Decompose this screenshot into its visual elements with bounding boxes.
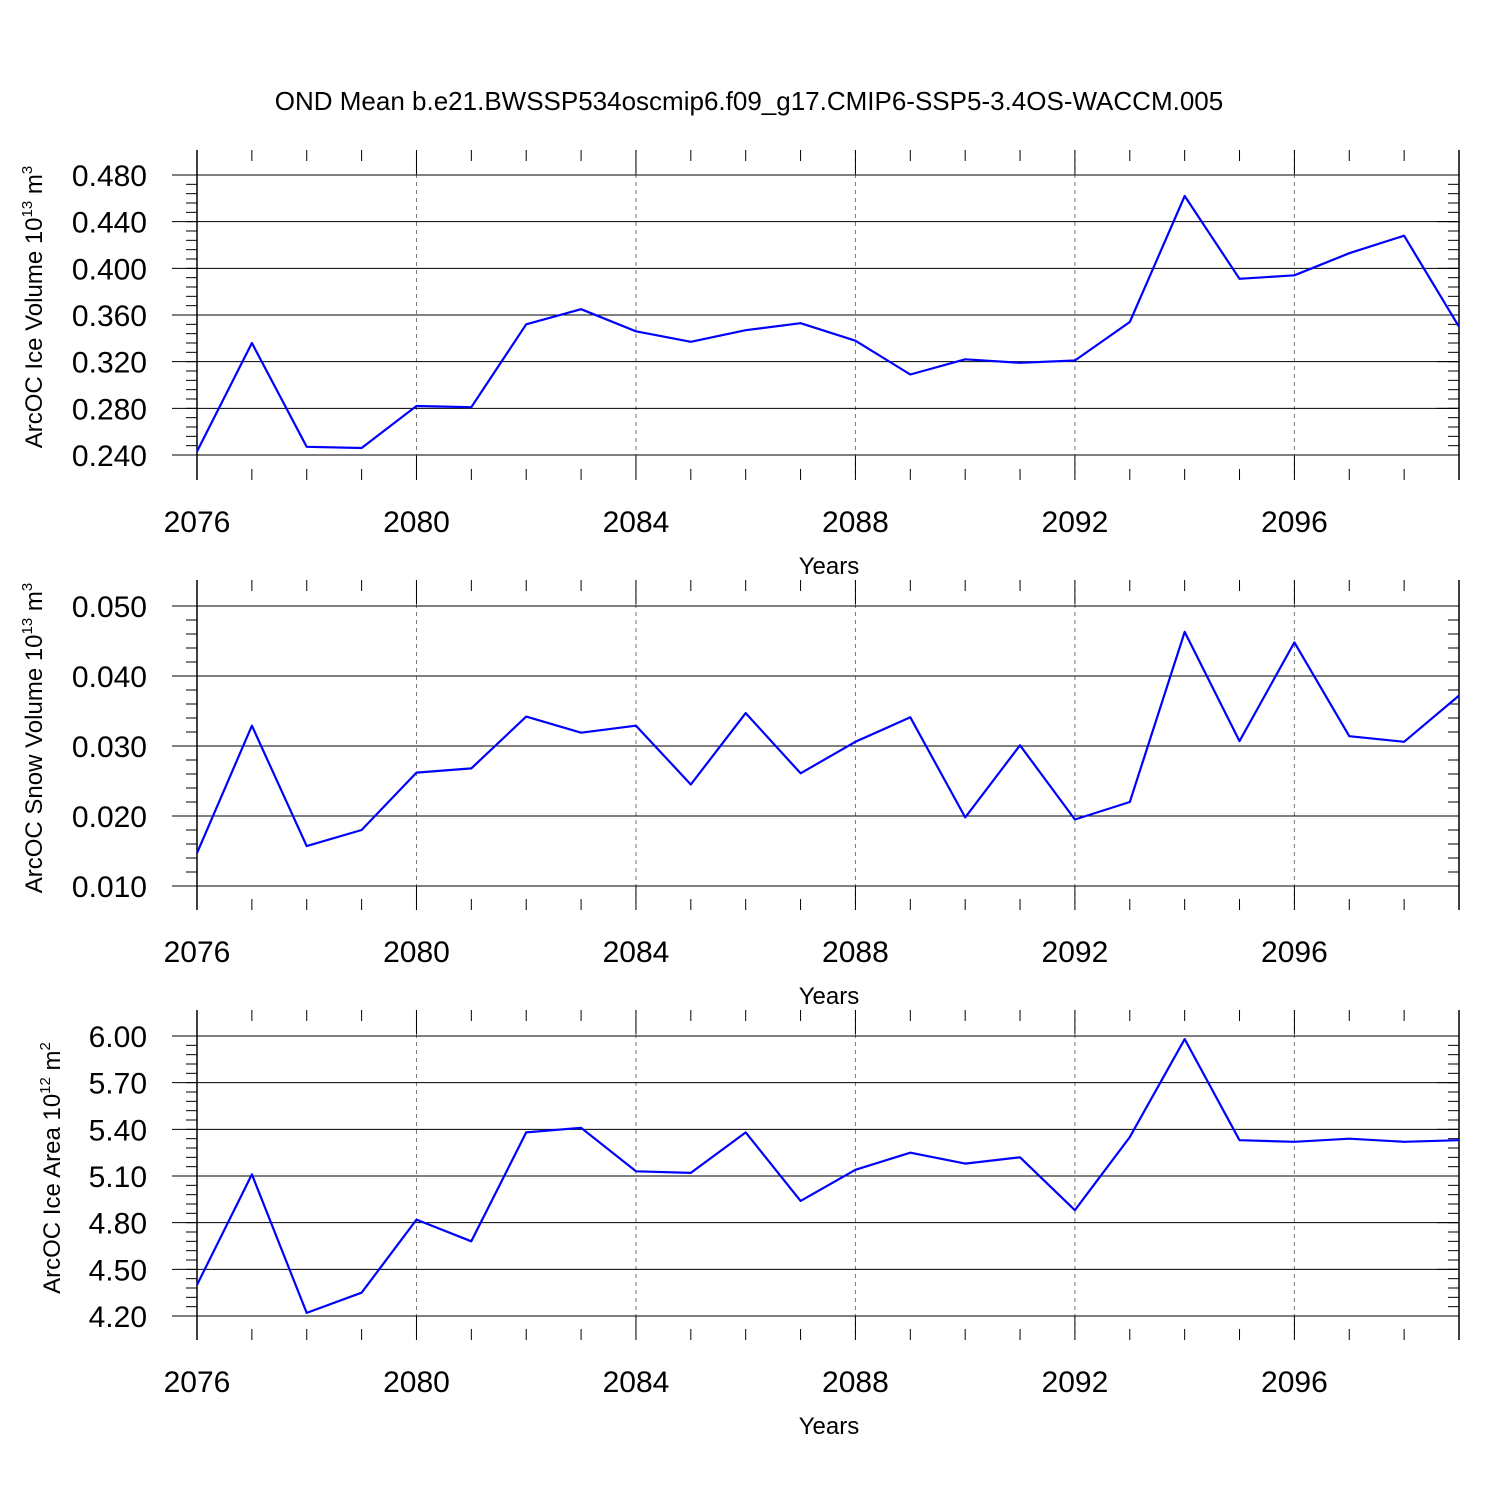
x-tick-label: 2080 — [383, 936, 450, 969]
x-tick-label: 2080 — [383, 1366, 450, 1399]
x-tick-label: 2076 — [164, 506, 231, 539]
x-tick-label: 2092 — [1042, 936, 1109, 969]
y-axis-title: ArcOC Snow Volume 1013 m3 — [19, 583, 48, 894]
y-tick-label: 6.00 — [89, 1021, 147, 1054]
y-axis-title-unit-exponent: 3 — [19, 166, 36, 174]
y-tick-label: 5.10 — [89, 1161, 147, 1194]
panel-3: 4.20 4.50 4.80 5.10 5.40 5.70 6.00 2076 2080 2084… — [37, 1010, 1460, 1440]
x-axis-title: Years — [799, 553, 860, 580]
x-tick-label: 2076 — [164, 936, 231, 969]
y-tick-label: 5.40 — [89, 1114, 147, 1147]
y-tick-label: 0.040 — [72, 661, 147, 694]
x-tick-label: 2088 — [822, 1366, 889, 1399]
y-axis-title-unit-exponent: 2 — [37, 1042, 54, 1050]
y-tick-label: 0.050 — [72, 591, 147, 624]
series-line — [195, 630, 1460, 854]
x-tick-label: 2092 — [1042, 506, 1109, 539]
y-axis-title-exponent: 13 — [19, 618, 36, 635]
x-axis-title: Years — [799, 1413, 860, 1440]
y-tick-label: 5.70 — [89, 1068, 147, 1101]
y-tick-label: 0.010 — [72, 871, 147, 904]
x-axis-title: Years — [799, 983, 860, 1010]
y-tick-label: 0.400 — [72, 253, 147, 286]
y-tick-label: 0.280 — [72, 393, 147, 426]
figure-title: OND Mean b.e21.BWSSP534oscmip6.f09_g17.C… — [275, 86, 1223, 116]
x-tick-label: 2076 — [164, 1366, 231, 1399]
y-tick-label: 0.440 — [72, 207, 147, 240]
x-tick-label: 2092 — [1042, 1366, 1109, 1399]
x-tick-label: 2096 — [1261, 1366, 1328, 1399]
panels: 0.240 0.280 0.320 0.360 0.400 0.440 0.480 2076 2… — [19, 150, 1460, 1440]
panel-2: 0.010 0.020 0.030 0.040 0.050 2076 2080 2084 208… — [19, 580, 1460, 1010]
panel-1: 0.240 0.280 0.320 0.360 0.400 0.440 0.480 2076 2… — [19, 150, 1460, 580]
y-tick-label: 4.50 — [89, 1254, 147, 1287]
y-tick-label: 0.030 — [72, 731, 147, 764]
y-axis-title-unit: m — [21, 591, 48, 618]
y-tick-label: 0.240 — [72, 440, 147, 473]
x-tick-label: 2088 — [822, 936, 889, 969]
y-axis-title-main: ArcOC Snow Volume 10 — [21, 634, 48, 893]
x-tick-label: 2084 — [603, 1366, 670, 1399]
x-tick-label: 2088 — [822, 506, 889, 539]
y-tick-label: 0.480 — [72, 160, 147, 193]
y-tick-label: 4.80 — [89, 1208, 147, 1241]
y-axis-title-unit-exponent: 3 — [19, 583, 36, 591]
y-axis-title: ArcOC Ice Area 1012 m2 — [37, 1042, 66, 1294]
y-axis-title: ArcOC Ice Volume 1013 m3 — [19, 166, 48, 448]
x-tick-label: 2084 — [603, 506, 670, 539]
y-axis-title-main: ArcOC Ice Volume 10 — [21, 217, 48, 448]
x-tick-label: 2080 — [383, 506, 450, 539]
y-axis-title-main: ArcOC Ice Area 10 — [39, 1094, 66, 1294]
x-tick-label: 2084 — [603, 936, 670, 969]
y-tick-label: 0.320 — [72, 347, 147, 380]
y-tick-label: 0.020 — [72, 801, 147, 834]
series-line — [196, 1037, 1460, 1315]
y-axis-title-unit: m — [21, 174, 48, 201]
y-axis-title-exponent: 12 — [37, 1077, 54, 1094]
y-tick-label: 4.20 — [89, 1301, 147, 1334]
series-line — [196, 194, 1460, 452]
y-axis-title-unit: m — [39, 1050, 66, 1077]
y-axis-title-exponent: 13 — [19, 201, 36, 218]
x-tick-label: 2096 — [1261, 936, 1328, 969]
x-tick-label: 2096 — [1261, 506, 1328, 539]
y-tick-label: 0.360 — [72, 300, 147, 333]
